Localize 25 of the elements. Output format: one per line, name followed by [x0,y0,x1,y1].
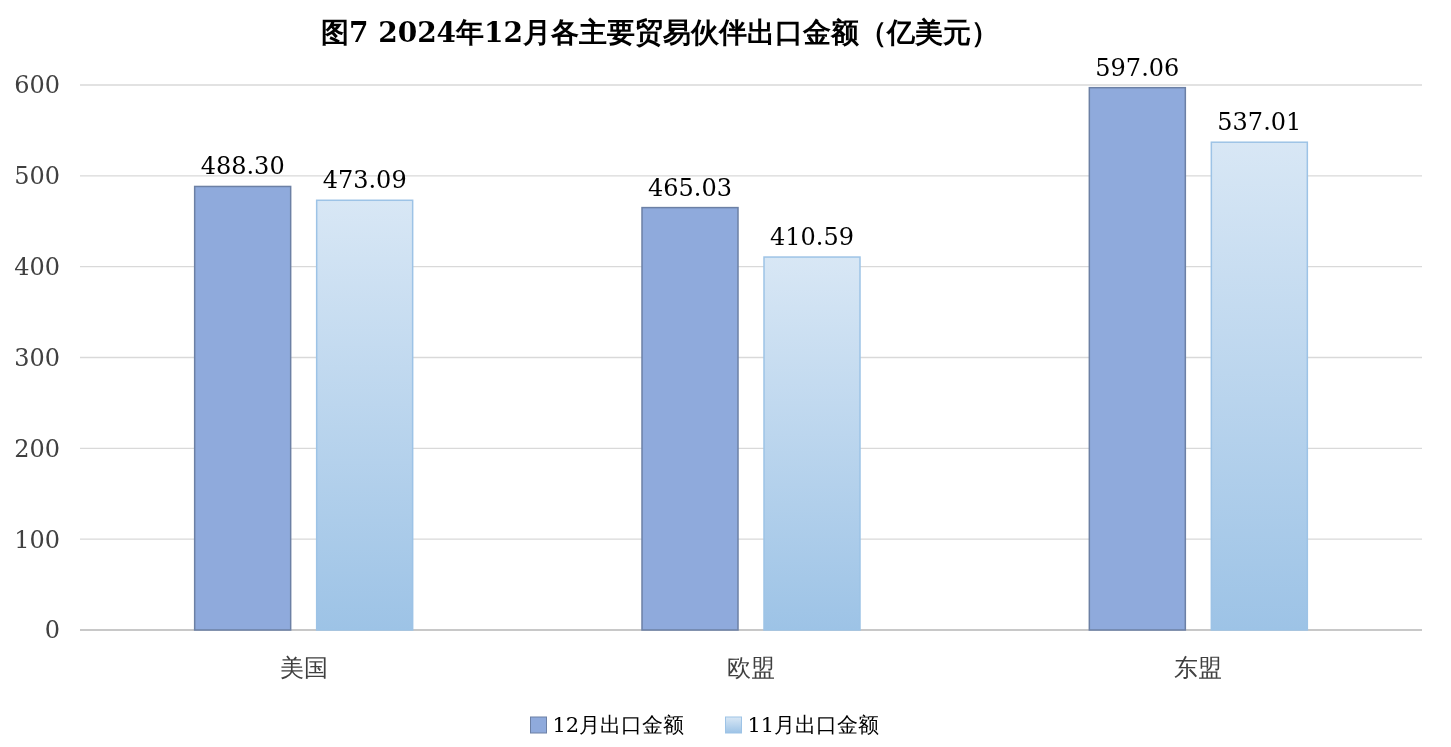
y-tick-label: 100 [14,525,60,554]
data-label: 597.06 [1095,53,1180,82]
data-label: 473.09 [322,166,407,195]
y-tick-label: 300 [14,343,60,372]
bar [1088,86,1187,631]
data-label: 410.59 [770,223,854,252]
bar [315,199,414,631]
y-tick-label: 0 [44,616,60,645]
x-tick-label: 欧盟 [727,654,775,682]
data-label: 488.30 [200,152,285,181]
data-label: 537.01 [1217,108,1302,137]
chart-title: 图7 2024年12月各主要贸易伙伴出口金额（亿美元） [320,16,1000,49]
x-tick-label: 美国 [279,654,328,682]
data-label: 465.03 [648,173,732,202]
y-tick-label: 500 [14,162,60,191]
legend-label: 12月出口金额 [552,713,685,738]
y-tick-label: 400 [14,253,60,282]
x-tick-label: 东盟 [1174,654,1223,682]
bar [1210,141,1309,631]
y-tick-label: 600 [14,71,60,100]
bar [763,256,861,631]
legend-label: 11月出口金额 [747,713,880,738]
bar [641,206,739,631]
bar [193,185,292,631]
y-tick-label: 200 [14,434,60,463]
